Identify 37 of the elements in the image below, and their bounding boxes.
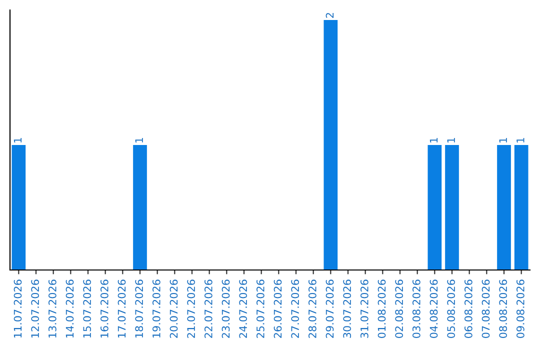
x-tick-label: 22.07.2026: [204, 280, 212, 338]
x-tick-label: 09.08.2026: [516, 280, 524, 338]
x-tick-label: 16.07.2026: [100, 280, 108, 338]
data-label: 1: [135, 138, 143, 142]
x-tick-label: 27.07.2026: [291, 280, 300, 338]
x-tick-label: 28.07.2026: [308, 280, 316, 338]
x-tick-label: 13.07.2026: [48, 280, 56, 338]
x-tick-label: 17.07.2026: [118, 280, 126, 338]
x-tick-label: 25.07.2026: [256, 280, 264, 338]
x-tick-label: 05.08.2026: [447, 280, 456, 338]
data-label: 1: [447, 138, 455, 142]
x-tick-label: 01.08.2026: [378, 280, 386, 338]
x-tick-label: 19.07.2026: [152, 280, 160, 338]
x-tick-label: 24.07.2026: [239, 280, 248, 338]
data-label: 1: [516, 138, 524, 142]
x-tick-label: 04.08.2026: [430, 280, 438, 338]
x-tick-label: 06.08.2026: [464, 280, 472, 338]
x-tick-label: 29.07.2026: [326, 280, 334, 338]
x-tick-label: 31.07.2026: [360, 280, 368, 338]
data-label: 1: [14, 138, 22, 142]
x-tick-label: 15.07.2026: [83, 280, 92, 338]
x-tick-label: 07.08.2026: [482, 280, 490, 338]
x-tick-label: 08.08.2026: [499, 280, 508, 338]
data-label: 2: [326, 13, 334, 18]
x-tick-label: 26.07.2026: [274, 280, 282, 338]
data-label: 1: [430, 138, 438, 142]
x-tick-label: 18.07.2026: [135, 280, 144, 338]
x-tick-label: 14.07.2026: [66, 280, 74, 338]
data-label: 1: [499, 138, 507, 142]
x-tick-label: 23.07.2026: [222, 280, 230, 338]
x-tick-label: 30.07.2026: [343, 280, 352, 338]
x-tick-label: 03.08.2026: [412, 280, 420, 338]
x-tick-label: 21.07.2026: [187, 280, 196, 338]
x-tick-label: 12.07.2026: [31, 280, 40, 338]
x-tick-label: 02.08.2026: [395, 280, 404, 338]
x-tick-label: 11.07.2026: [14, 280, 22, 338]
x-tick-label: 20.07.2026: [170, 280, 178, 338]
